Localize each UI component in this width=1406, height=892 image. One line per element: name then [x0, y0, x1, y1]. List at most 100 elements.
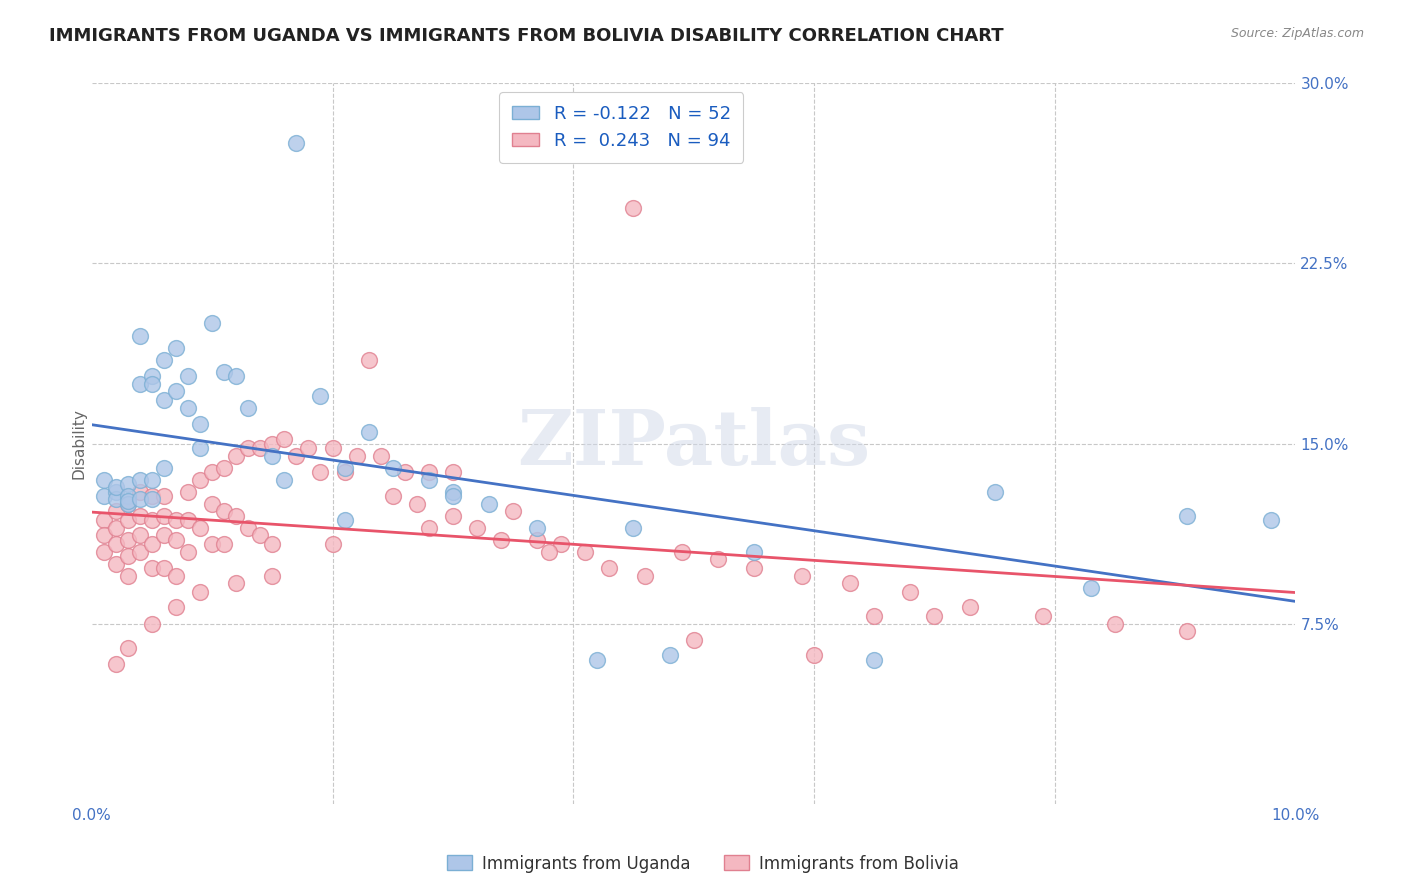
Point	[394, 466, 416, 480]
Point	[165, 568, 187, 582]
Point	[117, 489, 139, 503]
Text: Source: ZipAtlas.com: Source: ZipAtlas.com	[1230, 27, 1364, 40]
Point	[441, 489, 464, 503]
Point	[262, 449, 284, 463]
Point	[225, 449, 247, 463]
Point	[441, 484, 464, 499]
Point	[188, 473, 211, 487]
Point	[104, 484, 127, 499]
Point	[225, 369, 247, 384]
Point	[153, 527, 176, 541]
Point	[1104, 616, 1126, 631]
Point	[153, 489, 176, 503]
Point	[322, 537, 344, 551]
Point	[153, 561, 176, 575]
Point	[742, 544, 765, 558]
Point	[177, 484, 200, 499]
Point	[104, 520, 127, 534]
Point	[153, 460, 176, 475]
Point	[333, 466, 356, 480]
Point	[682, 633, 704, 648]
Point	[333, 460, 356, 475]
Point	[104, 504, 127, 518]
Point	[165, 599, 187, 614]
Point	[623, 201, 645, 215]
Point	[526, 520, 548, 534]
Point	[129, 484, 152, 499]
Point	[129, 508, 152, 523]
Point	[104, 480, 127, 494]
Point	[465, 520, 488, 534]
Point	[273, 473, 295, 487]
Point	[249, 442, 271, 456]
Point	[863, 609, 886, 624]
Point	[898, 585, 921, 599]
Point	[1080, 581, 1102, 595]
Point	[225, 575, 247, 590]
Point	[1032, 609, 1054, 624]
Point	[141, 489, 163, 503]
Point	[381, 489, 404, 503]
Point	[117, 568, 139, 582]
Point	[201, 317, 224, 331]
Point	[309, 466, 332, 480]
Point	[93, 473, 115, 487]
Point	[129, 328, 152, 343]
Point	[418, 466, 440, 480]
Point	[177, 369, 200, 384]
Point	[742, 561, 765, 575]
Point	[309, 388, 332, 402]
Point	[863, 652, 886, 666]
Point	[574, 544, 596, 558]
Point	[153, 393, 176, 408]
Point	[177, 401, 200, 415]
Point	[104, 557, 127, 571]
Point	[790, 568, 813, 582]
Point	[658, 648, 681, 662]
Point	[104, 491, 127, 506]
Point	[598, 561, 620, 575]
Point	[238, 401, 260, 415]
Point	[165, 533, 187, 547]
Point	[357, 425, 380, 439]
Point	[441, 466, 464, 480]
Point	[141, 513, 163, 527]
Point	[959, 599, 981, 614]
Point	[346, 449, 368, 463]
Point	[262, 436, 284, 450]
Point	[297, 442, 319, 456]
Point	[141, 561, 163, 575]
Point	[238, 520, 260, 534]
Point	[538, 544, 561, 558]
Point	[93, 527, 115, 541]
Point	[117, 640, 139, 655]
Point	[924, 609, 946, 624]
Legend: Immigrants from Uganda, Immigrants from Bolivia: Immigrants from Uganda, Immigrants from …	[440, 848, 966, 880]
Point	[93, 513, 115, 527]
Point	[153, 352, 176, 367]
Point	[129, 473, 152, 487]
Point	[839, 575, 862, 590]
Text: IMMIGRANTS FROM UGANDA VS IMMIGRANTS FROM BOLIVIA DISABILITY CORRELATION CHART: IMMIGRANTS FROM UGANDA VS IMMIGRANTS FRO…	[49, 27, 1004, 45]
Point	[129, 527, 152, 541]
Point	[273, 432, 295, 446]
Point	[188, 520, 211, 534]
Point	[212, 537, 235, 551]
Point	[489, 533, 512, 547]
Point	[165, 341, 187, 355]
Point	[188, 417, 211, 432]
Point	[478, 497, 501, 511]
Y-axis label: Disability: Disability	[72, 409, 86, 479]
Point	[1175, 508, 1198, 523]
Point	[586, 652, 609, 666]
Point	[177, 513, 200, 527]
Point	[93, 489, 115, 503]
Point	[212, 364, 235, 378]
Point	[262, 537, 284, 551]
Point	[623, 520, 645, 534]
Point	[322, 442, 344, 456]
Point	[188, 585, 211, 599]
Point	[333, 513, 356, 527]
Point	[1175, 624, 1198, 638]
Point	[285, 136, 308, 151]
